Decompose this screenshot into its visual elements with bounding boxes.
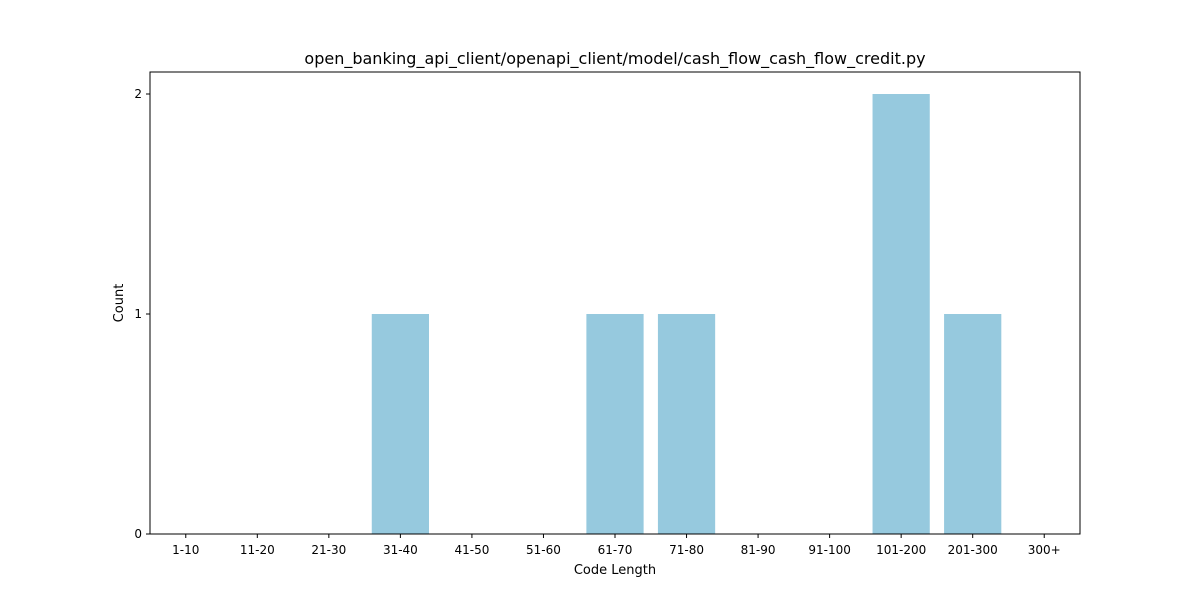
x-axis-label: Code Length	[574, 563, 656, 578]
bar-101-200	[872, 94, 930, 534]
y-axis-ticks: 0 1 2	[134, 87, 150, 541]
y-tick-label: 0	[134, 527, 142, 541]
x-tick-label: 41-50	[454, 543, 489, 557]
x-tick-label: 101-200	[876, 543, 926, 557]
bar-61-70	[586, 314, 644, 534]
x-axis-ticks: 1-10 11-20 21-30 31-40 41-50 51-60 61-70 71-80 8…	[172, 534, 1061, 557]
x-tick-label: 91-100	[808, 543, 851, 557]
bar-201-300	[944, 314, 1002, 534]
plot-frame	[149, 71, 1081, 535]
x-tick-label: 61-70	[598, 543, 633, 557]
x-tick-label: 51-60	[526, 543, 561, 557]
x-tick-label: 300+	[1028, 543, 1061, 557]
y-tick-label: 1	[134, 307, 142, 321]
x-tick-label: 201-300	[948, 543, 998, 557]
bars-group	[371, 94, 1002, 534]
y-tick-label: 2	[134, 87, 142, 101]
bar-31-40	[371, 314, 429, 534]
x-tick-label: 31-40	[383, 543, 418, 557]
x-tick-label: 11-20	[240, 543, 275, 557]
x-tick-label: 21-30	[311, 543, 346, 557]
y-axis-label: Count	[112, 284, 127, 323]
bar-71-80	[657, 314, 716, 534]
chart-title: open_banking_api_client/openapi_client/m…	[304, 49, 925, 69]
x-tick-label: 71-80	[669, 543, 704, 557]
x-tick-label: 1-10	[172, 543, 199, 557]
x-tick-label: 81-90	[741, 543, 776, 557]
